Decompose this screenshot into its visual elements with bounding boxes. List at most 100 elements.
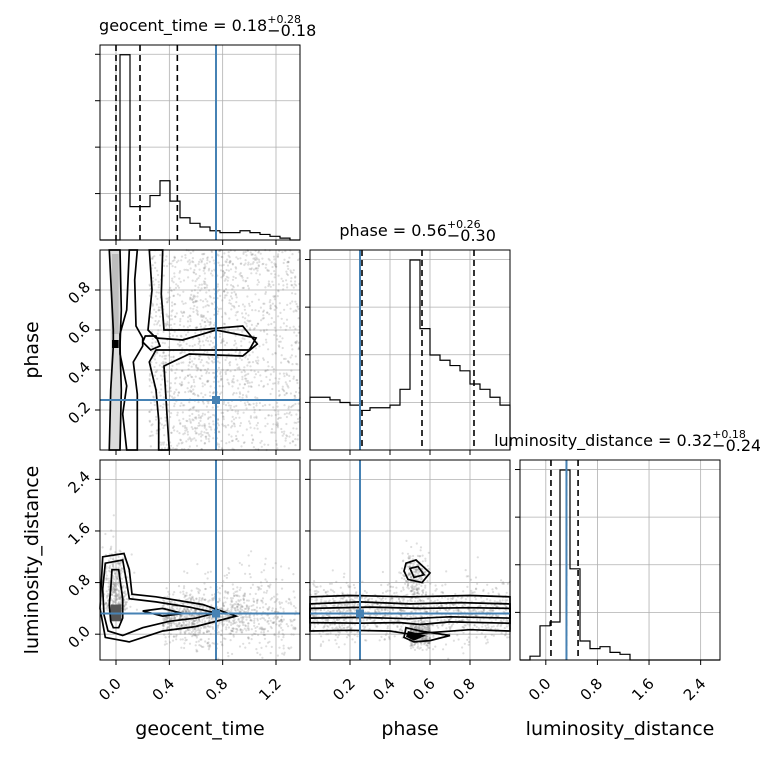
sample-point-geocent-time-vs-phase — [282, 432, 285, 435]
sample-point-geocent-time-vs-phase — [155, 310, 158, 314]
sample-point-geocent-time-vs-luminosity-distance — [184, 608, 187, 611]
sample-point-geocent-time-vs-luminosity-distance — [198, 631, 201, 635]
sample-point-geocent-time-vs-phase — [201, 253, 204, 256]
sample-point-geocent-time-vs-phase — [246, 358, 249, 361]
sample-point-geocent-time-vs-phase — [285, 422, 288, 426]
sample-point-geocent-time-vs-phase — [228, 364, 231, 367]
sample-point-phase-vs-luminosity-distance — [466, 638, 469, 642]
sample-point-geocent-time-vs-luminosity-distance — [124, 593, 128, 596]
sample-point-geocent-time-vs-phase — [226, 368, 230, 372]
sample-point-geocent-time-vs-phase — [216, 405, 219, 408]
sample-point-phase-vs-luminosity-distance — [375, 599, 378, 602]
sample-point-geocent-time-vs-phase — [287, 361, 291, 364]
sample-point-phase-vs-luminosity-distance — [445, 627, 448, 630]
sample-point-geocent-time-vs-luminosity-distance — [269, 625, 272, 628]
sample-point-geocent-time-vs-phase — [249, 251, 252, 254]
sample-point-geocent-time-vs-phase — [232, 391, 236, 395]
sample-point-geocent-time-vs-phase — [178, 294, 181, 297]
sample-point-geocent-time-vs-phase — [255, 361, 258, 364]
sample-point-geocent-time-vs-luminosity-distance — [282, 610, 285, 613]
sample-point-geocent-time-vs-luminosity-distance — [117, 584, 121, 587]
sample-point-geocent-time-vs-phase — [290, 414, 293, 417]
sample-point-geocent-time-vs-phase — [170, 359, 173, 362]
sample-point-geocent-time-vs-phase — [206, 367, 210, 370]
sample-point-geocent-time-vs-phase — [188, 445, 191, 448]
sample-point-geocent-time-vs-phase — [185, 426, 188, 429]
sample-point-geocent-time-vs-phase — [266, 268, 269, 271]
sample-point-geocent-time-vs-luminosity-distance — [195, 597, 198, 600]
sample-point-geocent-time-vs-luminosity-distance — [292, 633, 295, 636]
sample-point-geocent-time-vs-phase — [203, 413, 207, 416]
truth-marker-phase-vs-luminosity-distance — [356, 609, 364, 618]
sample-point-geocent-time-vs-luminosity-distance — [230, 629, 233, 632]
sample-point-geocent-time-vs-luminosity-distance — [245, 604, 248, 607]
sample-point-phase-vs-luminosity-distance — [366, 624, 369, 627]
sample-point-geocent-time-vs-phase — [200, 259, 203, 263]
sample-point-geocent-time-vs-phase — [222, 416, 225, 419]
sample-point-phase-vs-luminosity-distance — [505, 631, 508, 635]
sample-point-phase-vs-luminosity-distance — [327, 609, 330, 612]
sample-point-geocent-time-vs-phase — [179, 404, 182, 407]
sample-point-geocent-time-vs-phase — [180, 384, 183, 387]
sample-point-phase-vs-luminosity-distance — [383, 609, 386, 612]
sample-point-phase-vs-luminosity-distance — [365, 639, 368, 642]
sample-point-geocent-time-vs-phase — [150, 361, 153, 364]
sample-point-geocent-time-vs-phase — [194, 299, 197, 302]
sample-point-geocent-time-vs-phase — [246, 381, 249, 385]
sample-point-geocent-time-vs-phase — [290, 369, 293, 372]
sample-point-geocent-time-vs-luminosity-distance — [233, 594, 236, 598]
sample-point-phase-vs-luminosity-distance — [454, 592, 457, 596]
sample-point-phase-vs-luminosity-distance — [370, 597, 374, 600]
sample-point-geocent-time-vs-luminosity-distance — [222, 623, 226, 626]
sample-point-geocent-time-vs-phase — [266, 422, 269, 425]
sample-point-geocent-time-vs-phase — [286, 384, 289, 388]
sample-point-phase-vs-luminosity-distance — [489, 599, 492, 602]
sample-point-geocent-time-vs-luminosity-distance — [232, 604, 235, 607]
sample-point-geocent-time-vs-luminosity-distance — [285, 600, 288, 603]
sample-point-geocent-time-vs-phase — [204, 265, 207, 268]
sample-point-phase-vs-luminosity-distance — [389, 585, 392, 588]
sample-point-geocent-time-vs-luminosity-distance — [266, 614, 270, 617]
sample-point-geocent-time-vs-luminosity-distance — [287, 602, 290, 605]
sample-point-geocent-time-vs-phase — [241, 286, 244, 290]
sample-point-phase-vs-luminosity-distance — [319, 585, 322, 588]
sample-point-geocent-time-vs-phase — [287, 386, 290, 389]
sample-point-phase-vs-luminosity-distance — [332, 597, 335, 600]
sample-point-geocent-time-vs-luminosity-distance — [228, 632, 231, 635]
sample-point-geocent-time-vs-phase — [268, 378, 271, 381]
sample-point-geocent-time-vs-luminosity-distance — [218, 597, 221, 600]
sample-point-phase-vs-luminosity-distance — [480, 610, 483, 613]
sample-point-geocent-time-vs-phase — [269, 392, 272, 396]
sample-point-geocent-time-vs-phase — [151, 264, 154, 267]
sample-point-geocent-time-vs-phase — [294, 396, 297, 399]
sample-point-geocent-time-vs-luminosity-distance — [107, 559, 110, 562]
sample-point-geocent-time-vs-luminosity-distance — [190, 589, 193, 592]
sample-point-geocent-time-vs-phase — [289, 442, 292, 445]
sample-point-geocent-time-vs-phase — [247, 314, 250, 317]
sample-point-phase-vs-luminosity-distance — [487, 592, 490, 595]
sample-point-geocent-time-vs-luminosity-distance — [236, 590, 239, 593]
sample-point-geocent-time-vs-phase — [175, 447, 178, 450]
sample-point-geocent-time-vs-luminosity-distance — [268, 586, 271, 589]
sample-point-geocent-time-vs-phase — [269, 305, 272, 308]
sample-point-geocent-time-vs-phase — [187, 381, 190, 384]
sample-point-geocent-time-vs-phase — [205, 372, 208, 375]
sample-point-geocent-time-vs-phase — [218, 392, 222, 395]
sample-point-geocent-time-vs-phase — [244, 262, 247, 265]
sample-point-phase-vs-luminosity-distance — [380, 583, 383, 587]
sample-point-geocent-time-vs-phase — [224, 372, 227, 376]
sample-point-geocent-time-vs-phase — [178, 277, 181, 280]
sample-point-geocent-time-vs-phase — [222, 274, 225, 277]
sample-point-phase-vs-luminosity-distance — [384, 597, 387, 600]
sample-point-geocent-time-vs-luminosity-distance — [110, 545, 113, 548]
sample-point-geocent-time-vs-phase — [265, 375, 268, 379]
sample-point-phase-vs-luminosity-distance — [423, 643, 426, 646]
sample-point-geocent-time-vs-phase — [157, 306, 160, 309]
sample-point-phase-vs-luminosity-distance — [482, 588, 485, 591]
sample-point-geocent-time-vs-luminosity-distance — [183, 646, 186, 650]
sample-point-geocent-time-vs-phase — [259, 306, 262, 309]
sample-point-geocent-time-vs-luminosity-distance — [192, 619, 195, 623]
sample-point-geocent-time-vs-phase — [277, 344, 280, 347]
sample-point-geocent-time-vs-luminosity-distance — [259, 617, 262, 621]
sample-point-geocent-time-vs-phase — [206, 336, 209, 339]
